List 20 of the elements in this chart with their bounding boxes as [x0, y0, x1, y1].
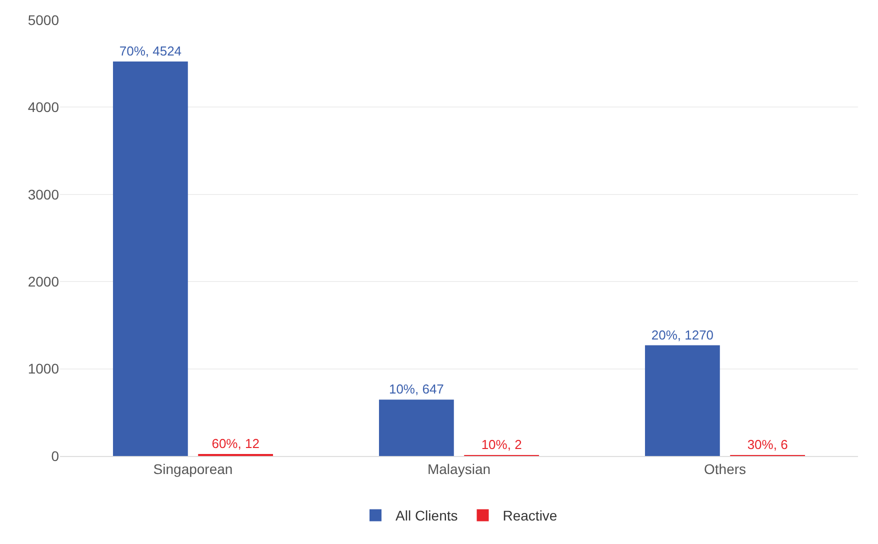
- y-tick-label: 5000: [28, 12, 60, 28]
- x-tick-label: Malaysian: [427, 460, 491, 477]
- data-label: 10%, 647: [388, 382, 444, 397]
- data-label: 30%, 6: [747, 437, 788, 452]
- data-label: 10%, 2: [481, 437, 522, 452]
- y-tick-label: 3000: [28, 186, 60, 202]
- y-tick-label: 4000: [28, 99, 60, 116]
- bar: [378, 400, 454, 456]
- y-tick-label: 0: [51, 448, 60, 464]
- bar: [644, 345, 720, 456]
- bar: [112, 62, 188, 456]
- data-label: 70%, 4524: [119, 44, 182, 59]
- legend-label: Reactive: [502, 508, 558, 524]
- y-tick-label: 2000: [28, 274, 60, 290]
- x-tick-label: Singaporean: [153, 460, 233, 477]
- data-label: 20%, 1270: [651, 327, 714, 342]
- x-tick-label: Others: [704, 460, 746, 477]
- data-label: 60%, 12: [212, 436, 260, 451]
- y-tick-label: 1000: [28, 360, 60, 377]
- legend-label: All Clients: [396, 508, 458, 524]
